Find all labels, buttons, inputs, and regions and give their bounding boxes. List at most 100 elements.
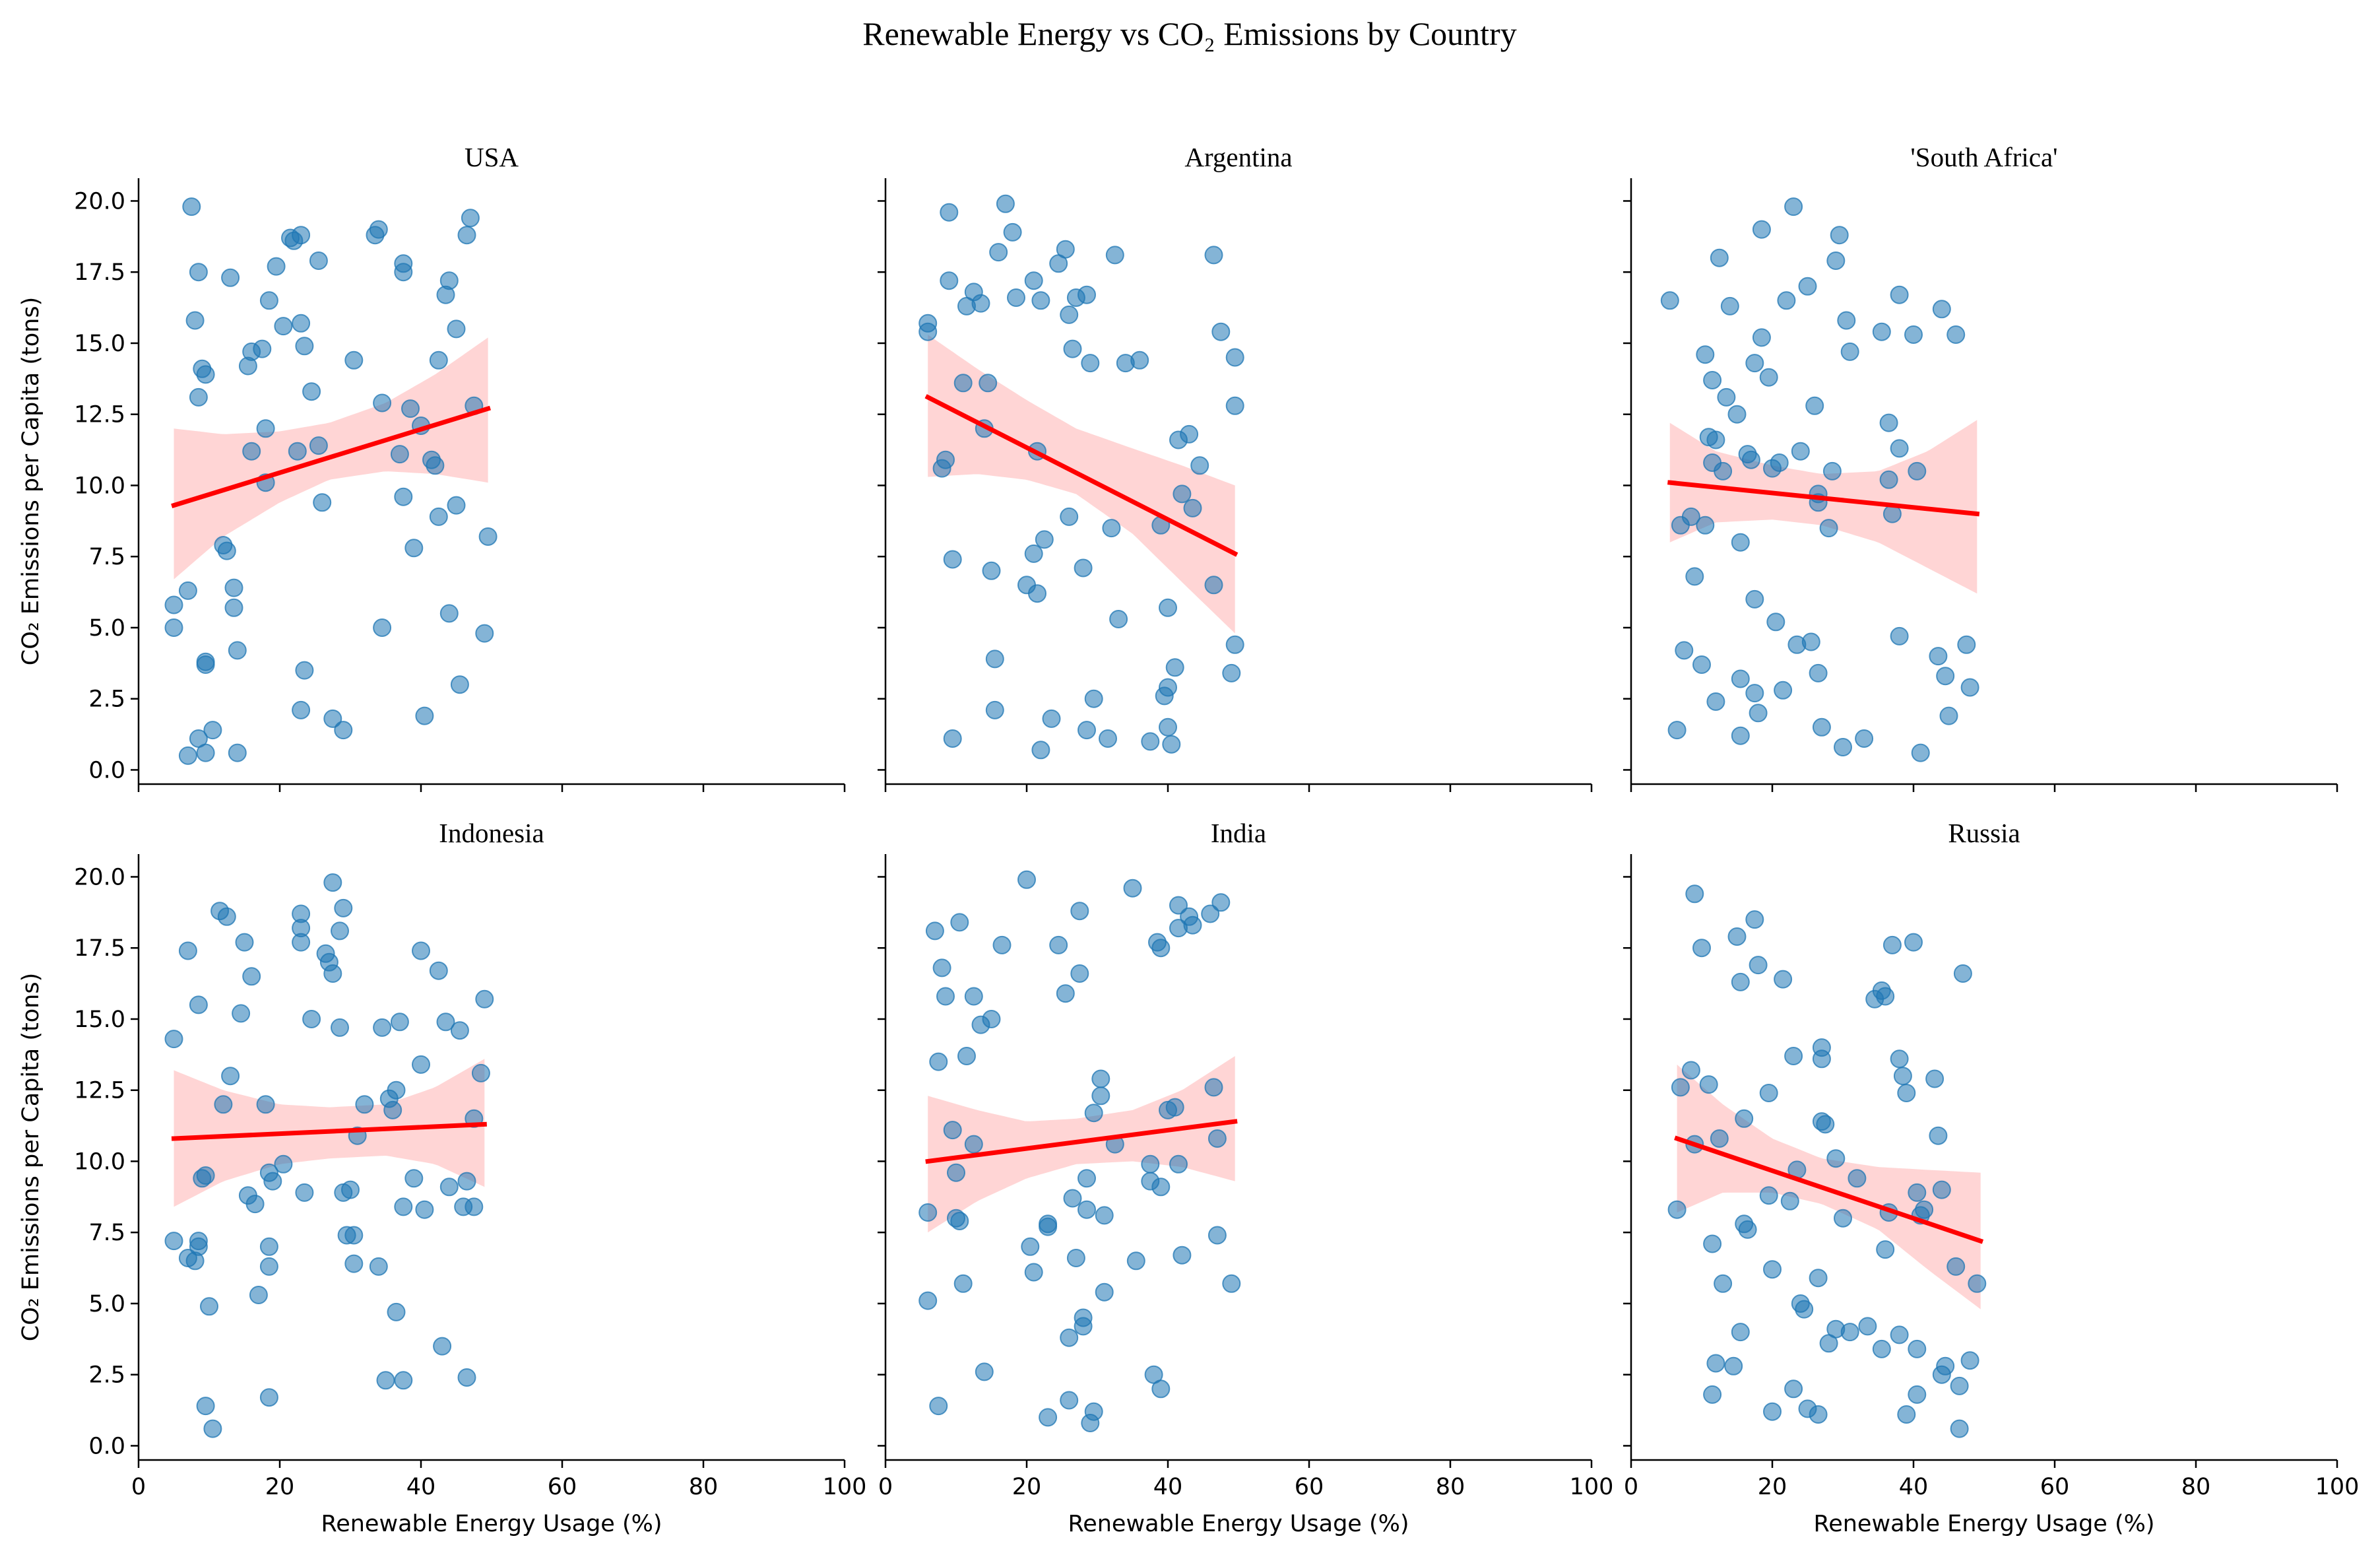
- scatter-point: [1151, 1379, 1171, 1399]
- scatter-point: [390, 445, 409, 464]
- scatter-point: [1882, 935, 1902, 954]
- scatter-point: [1039, 1214, 1058, 1234]
- scatter-point: [1211, 893, 1231, 912]
- scatter-point: [1759, 368, 1778, 387]
- scatter-point: [918, 322, 938, 341]
- x-tick-label: 80: [2181, 1474, 2211, 1500]
- scatter-point: [331, 921, 349, 941]
- scatter-point: [309, 436, 328, 455]
- scatter-point: [992, 935, 1012, 954]
- scatter-point: [1960, 678, 1979, 697]
- scatter-point: [217, 907, 236, 926]
- scatter-point: [1017, 870, 1036, 889]
- scatter-point: [1201, 904, 1220, 923]
- scatter-point: [1706, 430, 1725, 449]
- y-tick-label: 17.5: [74, 935, 125, 962]
- scatter-point: [1084, 689, 1103, 708]
- scatter-point: [376, 1371, 395, 1390]
- scatter-point: [457, 1172, 476, 1191]
- x-axis-label: Renewable Energy Usage (%): [1068, 1511, 1409, 1537]
- scatter-point: [1696, 515, 1715, 535]
- scatter-point: [323, 964, 342, 983]
- scatter-point: [178, 746, 197, 765]
- scatter-point: [1805, 396, 1824, 415]
- scatter-point: [323, 709, 342, 728]
- scatter-point: [1727, 927, 1747, 946]
- scatter-point: [164, 595, 183, 614]
- scatter-point: [1777, 291, 1796, 310]
- scatter-point: [394, 1197, 413, 1216]
- scatter-point: [1791, 442, 1810, 461]
- scatter-point: [245, 1195, 265, 1214]
- scatter-point: [471, 1063, 490, 1082]
- scatter-point: [1060, 507, 1079, 526]
- scatter-point: [341, 1180, 360, 1199]
- scatter-point: [1173, 1245, 1192, 1265]
- scatter-point: [1685, 884, 1704, 904]
- scatter-point: [1908, 461, 1927, 481]
- scatter-point: [313, 493, 332, 512]
- scatter-point: [1671, 1078, 1690, 1097]
- x-axis-label: Renewable Energy Usage (%): [1813, 1511, 2154, 1537]
- scatter-point: [292, 226, 311, 245]
- scatter-point: [1074, 558, 1093, 578]
- scatter-point: [1897, 1084, 1916, 1102]
- scatter-point: [1876, 1240, 1895, 1259]
- scatter-point: [164, 1030, 183, 1049]
- panel-title: Indonesia: [439, 818, 544, 848]
- scatter-point: [950, 913, 969, 932]
- scatter-point: [1837, 311, 1856, 330]
- scatter-point: [203, 1419, 222, 1438]
- scatter-point: [1908, 1385, 1927, 1404]
- regression-line: [171, 405, 492, 509]
- scatter-point: [1960, 1351, 1979, 1370]
- scatter-point: [936, 987, 955, 1006]
- scatter-point: [1063, 339, 1082, 358]
- scatter-point: [1169, 896, 1188, 915]
- scatter-point: [415, 706, 434, 725]
- scatter-point: [457, 226, 476, 245]
- scatter-point: [1007, 288, 1025, 307]
- x-tick-label: 80: [1436, 1474, 1465, 1500]
- scatter-point: [178, 581, 197, 600]
- scatter-point: [1752, 328, 1771, 347]
- scatter-point: [1812, 717, 1831, 737]
- scatter-point: [433, 1337, 452, 1356]
- regression-line: [1674, 1135, 1984, 1244]
- scatter-point: [1151, 1178, 1171, 1197]
- scatter-point: [1890, 1325, 1909, 1344]
- scatter-point: [1159, 678, 1177, 697]
- scatter-point: [274, 1154, 293, 1174]
- scatter-point: [295, 661, 314, 680]
- scatter-point: [259, 1237, 278, 1256]
- panel-1: Argentina: [878, 142, 1593, 792]
- scatter-point: [1731, 972, 1750, 991]
- scatter-point: [1077, 285, 1096, 304]
- panel-title: 'South Africa': [1910, 142, 2057, 172]
- scatter-point: [1946, 325, 1966, 344]
- scatter-point: [1710, 1129, 1729, 1148]
- scatter-point: [412, 941, 430, 960]
- scatter-point: [1204, 246, 1223, 265]
- y-tick-label: 17.5: [74, 259, 125, 286]
- scatter-point: [1738, 1220, 1757, 1239]
- scatter-point: [415, 1200, 434, 1219]
- scatter-point: [200, 1297, 218, 1316]
- scatter-point: [461, 209, 480, 228]
- scatter-point: [953, 374, 973, 393]
- scatter-point: [1102, 519, 1121, 538]
- scatter-point: [1207, 1226, 1227, 1245]
- scatter-point: [373, 618, 392, 637]
- scatter-point: [439, 604, 459, 623]
- scatter-point: [1074, 1317, 1093, 1336]
- scatter-point: [936, 450, 955, 469]
- scatter-point: [242, 442, 261, 461]
- confidence-band: [928, 1056, 1235, 1233]
- scatter-point: [1035, 530, 1054, 549]
- y-axis-label: CO₂ Emissions per Capita (tons): [18, 297, 44, 665]
- scatter-point: [185, 311, 205, 330]
- x-tick-label: 60: [548, 1474, 577, 1500]
- scatter-point: [1819, 519, 1838, 538]
- scatter-point: [1826, 1149, 1846, 1168]
- scatter-point: [1774, 970, 1793, 989]
